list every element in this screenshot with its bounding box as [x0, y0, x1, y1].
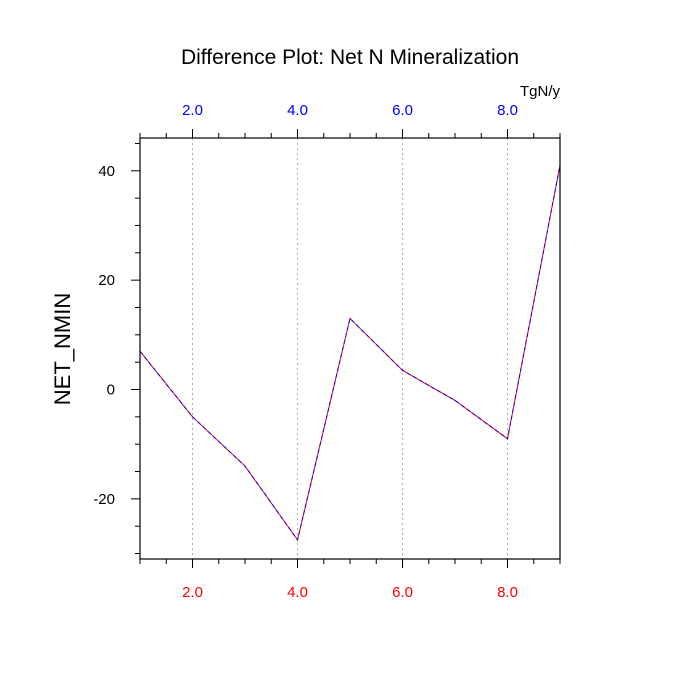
y-tick-label: 0: [107, 382, 115, 399]
y-tick-label: 20: [98, 272, 115, 289]
tick-labels: 2.0 2.0 4.0 4.0 6.0 6.0 8.0 8.0 -20 0 20 40: [93, 102, 518, 601]
data-point: [506, 438, 509, 440]
data-point: [244, 465, 246, 467]
grid-lines: [192, 138, 508, 559]
x-tick-label-bottom: 6.0: [392, 584, 413, 601]
x-tick-label-bottom: 8.0: [497, 584, 518, 601]
x-tick-label-top: 6.0: [392, 102, 413, 119]
x-tick-label-top: 4.0: [287, 102, 308, 119]
data-point: [191, 416, 194, 418]
series-line-overlay: [139, 165, 561, 542]
x-tick-label-bottom: 2.0: [182, 584, 203, 601]
axis-ticks: [131, 129, 561, 568]
y-axis-label: NET_NMIN: [50, 293, 75, 405]
plot-frame: [139, 137, 561, 560]
x-tick-label-top: 8.0: [497, 102, 518, 119]
data-point: [454, 399, 456, 402]
chart-title: Difference Plot: Net N Mineralization: [181, 46, 519, 69]
data-point: [349, 317, 351, 320]
series-line-base: [139, 165, 561, 542]
series-group: [139, 164, 561, 542]
data-point: [296, 539, 299, 541]
y-tick-label: -20: [93, 491, 115, 508]
units-label: TgN/y: [520, 83, 561, 100]
data-point: [401, 369, 404, 371]
x-tick-label-top: 2.0: [182, 102, 203, 119]
y-tick-label: 40: [98, 163, 115, 180]
x-tick-label-bottom: 4.0: [287, 584, 308, 601]
